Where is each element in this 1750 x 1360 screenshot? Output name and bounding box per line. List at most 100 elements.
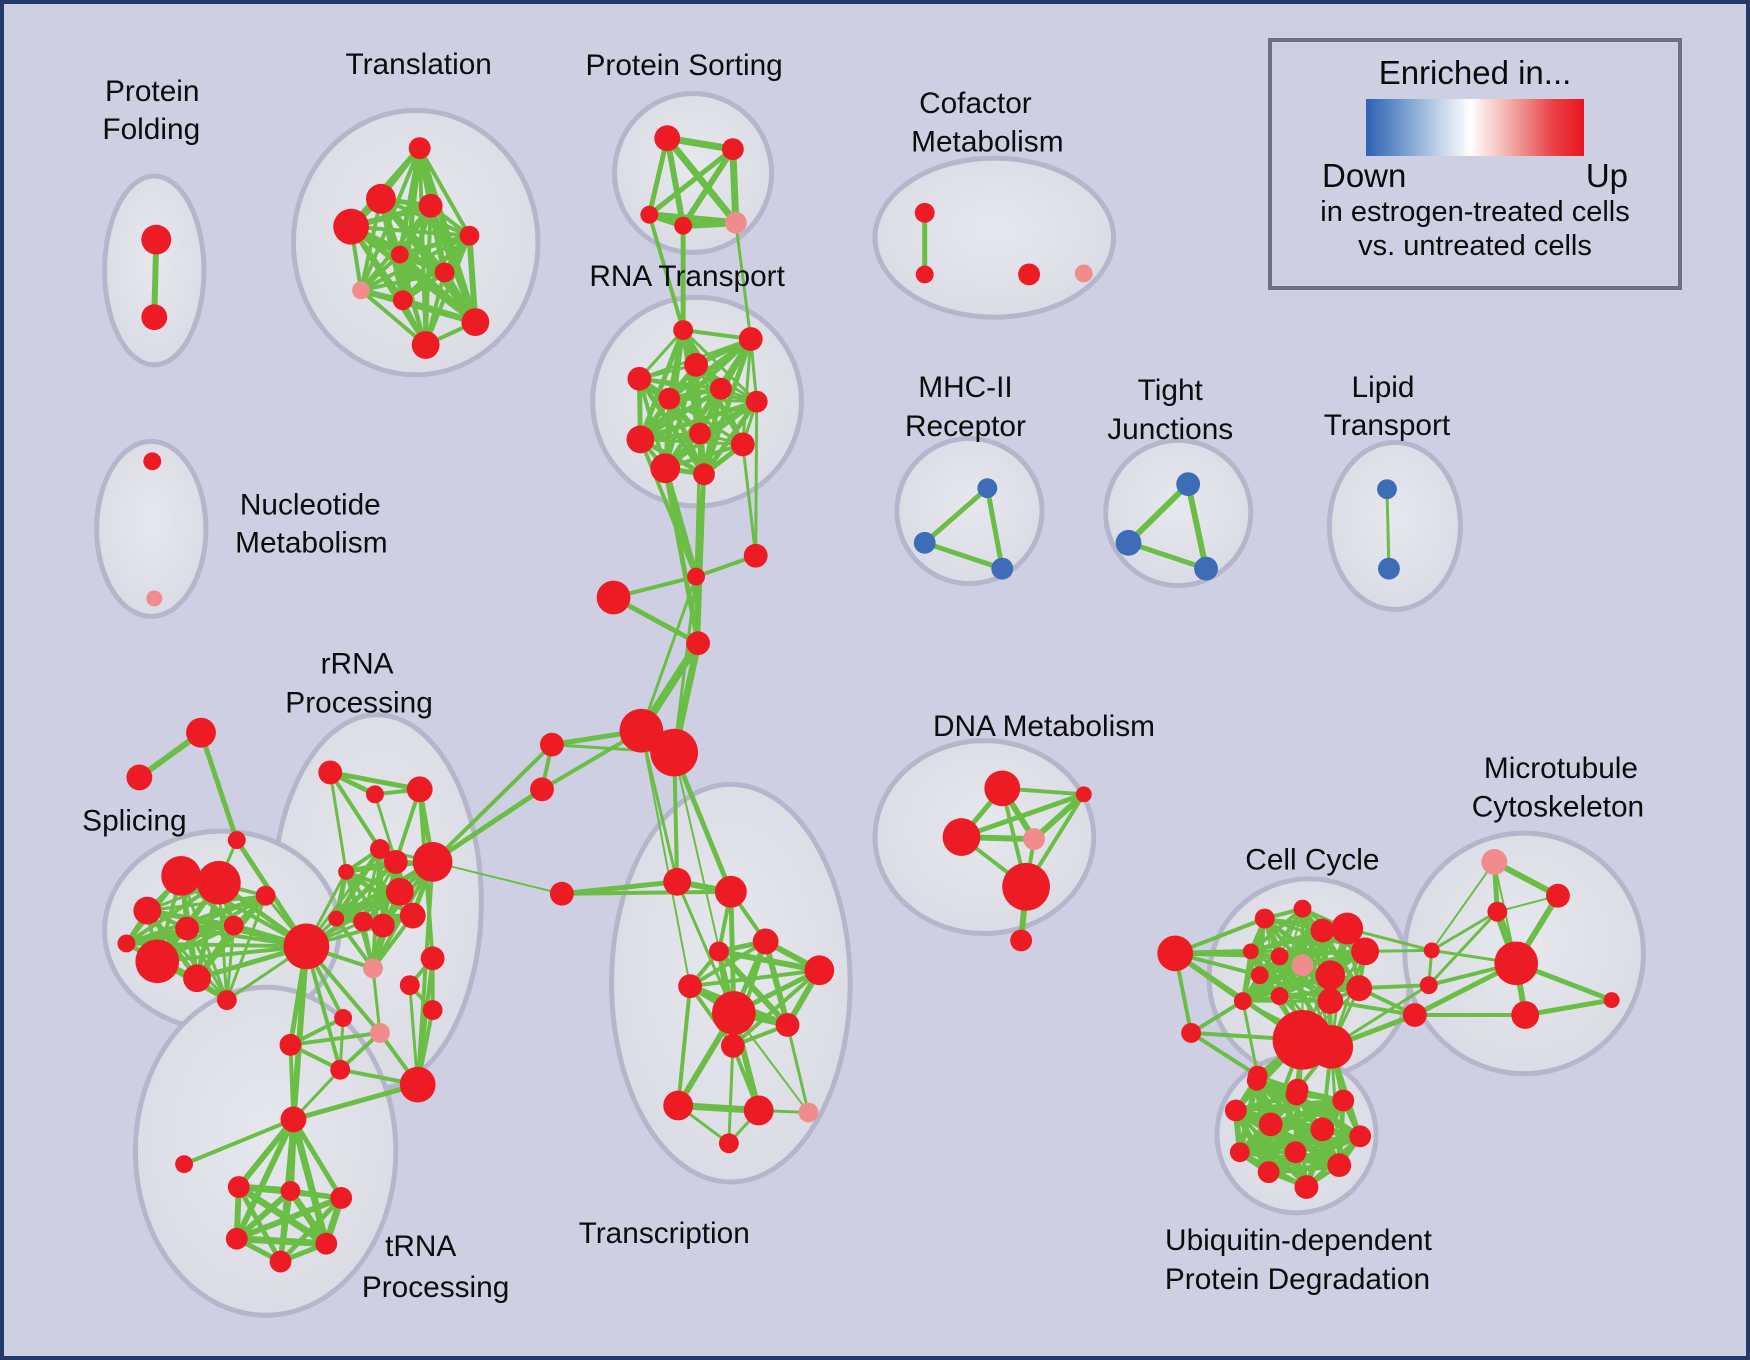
network-edge (431, 787, 544, 864)
network-node-up (914, 202, 935, 223)
network-edge (675, 881, 736, 1014)
network-mesh-edge (638, 329, 686, 441)
network-mesh-edge (146, 909, 228, 1002)
network-node-up-light (1074, 264, 1093, 283)
network-mesh-edge (333, 871, 349, 920)
network-node-up (161, 855, 201, 896)
network-node-up (366, 785, 384, 804)
network-node-down (991, 557, 1014, 580)
network-node-up (619, 708, 664, 753)
network-node-up (1294, 1175, 1319, 1199)
network-edge (741, 444, 758, 556)
network-edge (671, 751, 734, 893)
network-node-up (596, 580, 631, 615)
network-node-up-light (146, 590, 163, 607)
network-node-up (1224, 1099, 1247, 1122)
network-node-up (175, 1155, 194, 1174)
cluster-label: Microtubule (1484, 752, 1638, 785)
network-node-up (338, 863, 355, 880)
network-node-down (1378, 557, 1400, 580)
network-mesh-edge (234, 1188, 293, 1241)
network-mesh-edge (234, 1118, 297, 1240)
network-mesh-edge (664, 136, 739, 225)
network-edge (290, 1030, 381, 1047)
cluster-label: Cofactor (919, 87, 1032, 120)
network-edge (1126, 482, 1191, 545)
network-edge (639, 576, 698, 732)
network-node-up-light (798, 1102, 819, 1123)
cluster-label: Translation (346, 48, 492, 81)
network-mesh-edge (350, 224, 470, 238)
network-mesh-edge (718, 948, 820, 974)
network-mesh-edge (1279, 949, 1366, 958)
cluster-label: Protein Degradation (1165, 1263, 1430, 1296)
cluster-label: RNA Transport (589, 260, 785, 293)
network-mesh-edge (1267, 1133, 1362, 1175)
network-mesh-edge (334, 917, 375, 970)
network-node-up (1315, 960, 1346, 991)
network-mesh-edge (235, 1195, 343, 1242)
network-node-up (684, 352, 708, 377)
network-node-up (283, 923, 330, 970)
network-node-up (1075, 786, 1092, 803)
network-mesh-edge (639, 399, 758, 442)
network-mesh-edge (646, 137, 670, 216)
legend-title: Enriched in... (1378, 54, 1572, 91)
network-edge (1329, 999, 1416, 1017)
network-node-up (1284, 1141, 1307, 1164)
network-mesh-edge (689, 968, 820, 989)
network-node-up (225, 1227, 248, 1250)
network-node-up (412, 842, 453, 882)
network-node-up (1310, 1117, 1335, 1142)
network-edge (1190, 999, 1244, 1035)
legend-down-label: Down (1322, 157, 1407, 194)
network-node-up (714, 875, 747, 908)
network-mesh-edge (236, 1184, 329, 1247)
network-mesh-edge (680, 147, 736, 228)
cluster-label: Protein Sorting (586, 49, 783, 82)
network-node-up (752, 928, 779, 955)
network-mesh-edge (639, 377, 757, 404)
cluster-label: Metabolism (911, 126, 1063, 159)
network-mesh-edge (236, 1185, 283, 1263)
cluster-label: Transport (1324, 409, 1451, 442)
network-node-up (1309, 1024, 1354, 1069)
network-mesh-edge (647, 147, 735, 217)
network-node-up (626, 425, 655, 454)
network-mesh-edge (729, 149, 740, 223)
cluster-label: Transcription (579, 1217, 750, 1250)
cluster-label: Junctions (1107, 413, 1233, 446)
network-node-up (1258, 1112, 1283, 1137)
network-mesh-edge (397, 253, 428, 346)
network-node-up (135, 939, 180, 984)
network-node-up (420, 946, 445, 971)
network-mesh-edge (278, 1196, 343, 1264)
network-node-up (1242, 943, 1259, 960)
network-edge (1385, 489, 1391, 569)
network-node-up (663, 867, 692, 896)
network-edge (1190, 1031, 1259, 1078)
network-node-up (1494, 941, 1539, 986)
network-node-down (1115, 529, 1142, 556)
network-node-up (1257, 1161, 1280, 1184)
network-node-up (720, 1033, 745, 1058)
network-node-up (686, 631, 710, 656)
network-node-up (406, 776, 433, 803)
network-node-up (915, 265, 934, 284)
network-mesh-edge (1242, 949, 1366, 1003)
network-node-down (913, 531, 936, 554)
network-node-up (1546, 883, 1570, 908)
network-node-up (330, 1059, 351, 1080)
network-node-up (133, 896, 162, 925)
network-node-up (658, 387, 681, 410)
network-node-up (730, 432, 755, 457)
network-edge (786, 1024, 810, 1113)
legend-endpoint-labels: Down Up (1322, 157, 1628, 195)
network-edge (1524, 997, 1613, 1018)
network-edge (329, 770, 421, 792)
network-node-up (709, 377, 732, 400)
network-node-up-light (352, 281, 370, 300)
network-node-up (328, 910, 345, 927)
network-edge (561, 889, 731, 896)
network-node-up (654, 125, 681, 152)
